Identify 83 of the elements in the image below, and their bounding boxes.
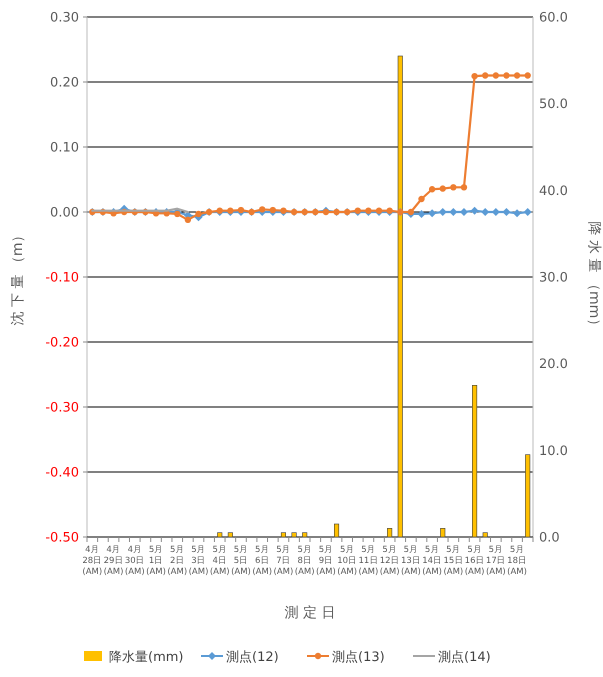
x-tick-label: 5月 14日 (AM) <box>422 545 442 577</box>
y2-tick-label: 50.0 <box>539 97 568 112</box>
y2-tick-label: 30.0 <box>539 270 568 286</box>
y2-tick-label: 20.0 <box>539 357 568 372</box>
bar <box>440 528 446 538</box>
x-tick-label: 5月 1日 (AM) <box>146 545 166 577</box>
point <box>428 209 436 218</box>
point <box>174 210 180 218</box>
x-tick-label: 4月 28日 (AM) <box>82 545 102 577</box>
bar <box>302 532 308 538</box>
y-tick-label: 0.00 <box>50 206 79 221</box>
x-tick-label: 5月 5日 (AM) <box>231 545 251 577</box>
bar <box>334 524 340 538</box>
y2-tick-label: 0.0 <box>539 530 560 546</box>
y-tick-label: -0.30 <box>45 400 79 416</box>
x-tick-label: 5月 9日 (AM) <box>316 545 336 577</box>
bar <box>228 532 233 538</box>
legend-label: 測点(12) <box>226 650 279 665</box>
point <box>513 209 522 218</box>
point <box>503 72 510 79</box>
point <box>438 208 447 216</box>
x-tick-label: 4月 30日 (AM) <box>124 545 145 577</box>
x-tick-label: 5月 16日 (AM) <box>464 545 485 577</box>
point <box>481 208 490 216</box>
point <box>460 184 468 190</box>
y2-tick-label: 40.0 <box>539 184 568 199</box>
bar <box>482 532 488 538</box>
y2-tick-label: 60.0 <box>539 10 568 26</box>
y-tick-label: 0.20 <box>50 76 79 91</box>
point <box>450 184 457 190</box>
point <box>492 208 500 216</box>
point <box>408 208 414 216</box>
x-tick-label: 5月 6日 (AM) <box>252 545 272 577</box>
bar <box>472 385 478 538</box>
legend-label: 測点(14) <box>438 650 491 665</box>
y-tick-label: 0.30 <box>50 10 79 26</box>
x-tick-label: 5月 13日 (AM) <box>400 545 421 577</box>
x-tick-label: 5月 7日 (AM) <box>274 545 294 577</box>
x-axis-title: 測 定 日 <box>284 605 336 621</box>
x-tick-label: 5月 10日 (AM) <box>337 545 358 577</box>
point <box>524 72 531 79</box>
point <box>259 206 266 213</box>
x-tick-label: 5月 4日 (AM) <box>210 545 230 577</box>
x-tick-label: 4月 29日 (AM) <box>104 545 124 577</box>
bar <box>280 532 286 538</box>
point <box>470 206 479 215</box>
y-tick-label: 0.10 <box>50 140 79 156</box>
y2-tick-label: 10.0 <box>539 444 568 459</box>
y-tick-label: -0.10 <box>45 270 79 286</box>
y-tick-label: -0.50 <box>45 530 79 546</box>
bar <box>525 454 530 538</box>
point <box>524 208 532 216</box>
x-tick-label: 5月 18日 (AM) <box>507 545 527 577</box>
x-tick-label: 5月 8日 (AM) <box>294 545 315 577</box>
x-tick-label: 5月 12日 (AM) <box>380 545 400 577</box>
point <box>471 72 478 80</box>
y2-axis-title: 降 水 量 （mm） <box>586 222 602 332</box>
point <box>418 196 425 202</box>
point <box>440 185 446 192</box>
point <box>418 210 426 218</box>
x-tick-label: 5月 2日 (AM) <box>167 545 188 577</box>
point <box>482 72 488 79</box>
point <box>238 206 244 214</box>
bar <box>387 528 392 538</box>
legend-label: 降水量(mm) <box>109 650 184 665</box>
point <box>428 186 436 192</box>
bar <box>398 56 403 538</box>
x-tick-label: 5月 3日 (AM) <box>188 545 208 577</box>
x-tick-label: 5月 17日 (AM) <box>486 545 506 577</box>
legend-label: 測点(13) <box>332 650 385 665</box>
point <box>195 210 202 218</box>
x-tick-label: 5月 11日 (AM) <box>358 545 378 577</box>
point <box>449 208 458 216</box>
y-tick-label: -0.40 <box>45 466 79 481</box>
point <box>270 206 276 214</box>
point <box>184 216 192 223</box>
bar <box>217 532 222 538</box>
point <box>492 72 500 79</box>
bar <box>292 532 297 538</box>
y-tick-label: -0.20 <box>45 336 79 351</box>
y-axis-title: 沈 下 量 （m） <box>10 228 26 326</box>
point <box>514 72 520 79</box>
x-tick-label: 5月 15日 (AM) <box>443 545 464 577</box>
